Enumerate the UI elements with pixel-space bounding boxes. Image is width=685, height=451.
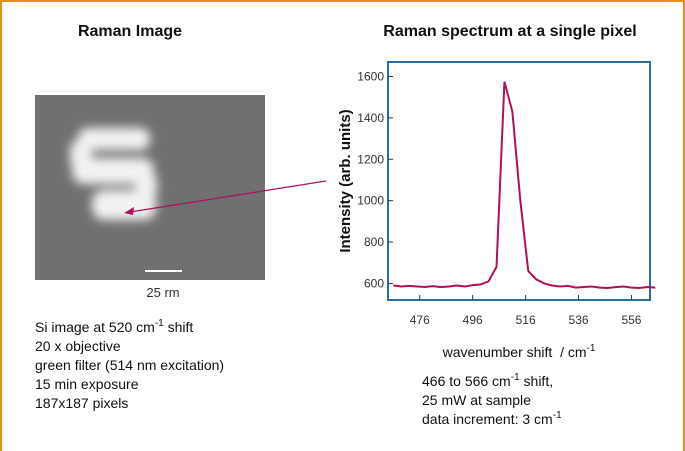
y-tick-label: 1400 [357, 111, 384, 125]
x-tick-label: 476 [410, 313, 430, 327]
y-tick-label: 800 [364, 235, 384, 249]
plot-frame [387, 61, 651, 301]
y-tick-label: 1600 [357, 69, 384, 83]
note-text: 466 to 566 cm [422, 373, 511, 389]
note-line: data increment: 3 cm-1 [422, 410, 562, 427]
y-tick-label: 1200 [357, 152, 384, 166]
chart-title: Raman spectrum at a single pixel [383, 23, 636, 40]
note-line: 187x187 pixels [35, 395, 128, 411]
raman-image [35, 95, 265, 280]
pointer-arrow [124, 180, 327, 215]
note-text: 25 mW at sample [422, 392, 531, 408]
note-sup: -1 [155, 318, 164, 329]
y-tick-label: 600 [364, 276, 384, 290]
x-tick-label: 496 [463, 313, 483, 327]
note-line: 15 min exposure [35, 376, 139, 392]
note-line: 20 x objective [35, 338, 121, 354]
note-text: shift, [520, 373, 553, 389]
note-text: green filter (514 nm excitation) [35, 357, 224, 373]
x-axis-label: wavenumber shift / cm-1 [442, 343, 596, 360]
note-text: 187x187 pixels [35, 395, 128, 411]
x-axis-label-sup: -1 [587, 343, 596, 354]
note-text: data increment: 3 cm [422, 411, 553, 427]
x-tick-label: 556 [621, 313, 641, 327]
note-sup: -1 [553, 410, 562, 421]
note-sup: -1 [511, 372, 520, 383]
note-text: Si image at 520 cm [35, 319, 155, 335]
note-text: shift [164, 319, 194, 335]
y-axis-label: Intensity (arb. units) [337, 109, 354, 252]
note-line: 466 to 566 cm-1 shift, [422, 372, 553, 389]
y-tick-label: 1000 [357, 194, 384, 208]
x-tick-label: 536 [569, 313, 589, 327]
note-line: green filter (514 nm excitation) [35, 357, 224, 373]
left-title: Raman Image [78, 23, 182, 40]
note-line: Si image at 520 cm-1 shift [35, 318, 193, 335]
scale-label: 25 rm [146, 285, 179, 300]
x-tick-label: 516 [516, 313, 536, 327]
note-text: 15 min exposure [35, 376, 139, 392]
note-line: 25 mW at sample [422, 392, 531, 408]
x-axis-label-text: wavenumber shift / cm [442, 344, 587, 360]
spectrum-line [393, 81, 656, 290]
note-text: 20 x objective [35, 338, 121, 354]
